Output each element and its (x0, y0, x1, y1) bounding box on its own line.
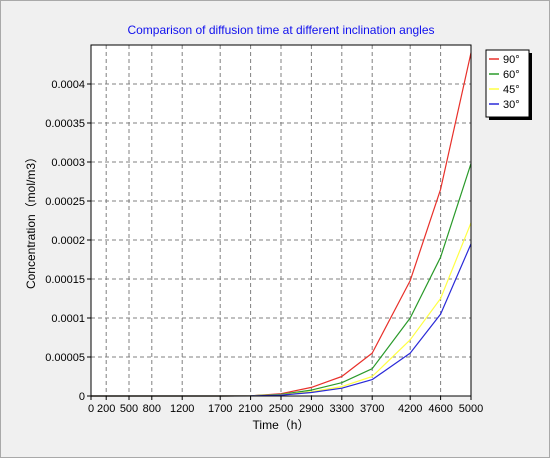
legend-label-2: 45° (503, 84, 520, 96)
x-tick-label-7: 2500 (269, 403, 293, 415)
y-tick-label-3: 0.00015 (45, 274, 85, 286)
x-axis-ticks: 0 200 500 800 1200 1700 2100 2500 2900 3300 3700 42… (88, 396, 483, 415)
legend-box (485, 49, 530, 118)
x-tick-label-6: 2100 (238, 403, 262, 415)
chart-title: Comparison of diffusion time at differen… (127, 23, 434, 37)
legend-items: 90° 60° 45° 30° (489, 54, 520, 111)
x-tick-label-9: 3300 (330, 403, 354, 415)
y-tick-label-8: 0.0004 (51, 79, 85, 91)
x-tick-label-0: 0 (88, 403, 94, 415)
y-tick-label-6: 0.0003 (51, 157, 85, 169)
x-tick-label-2: 500 (120, 403, 138, 415)
x-tick-label-5: 1700 (208, 403, 232, 415)
x-axis-title: Time（h） (253, 418, 310, 432)
x-tick-label-3: 800 (143, 403, 161, 415)
y-tick-label-0: 0 (79, 391, 85, 403)
legend-label-3: 30° (503, 99, 520, 111)
x-tick-label-8: 2900 (299, 403, 323, 415)
x-tick-label-10: 3700 (360, 403, 384, 415)
x-tick-label-4: 1200 (170, 403, 194, 415)
legend: 90° 60° 45° 30° (485, 49, 532, 120)
y-axis-title: Concentration（mol/m3） (24, 151, 38, 289)
y-tick-label-2: 0.0001 (51, 313, 85, 325)
legend-label-1: 60° (503, 69, 520, 81)
x-tick-label-11: 4200 (398, 403, 422, 415)
x-tick-label-12: 4600 (428, 403, 452, 415)
y-tick-label-7: 0.00035 (45, 118, 85, 130)
legend-label-0: 90° (503, 54, 520, 66)
y-axis-ticks: 0 0.00005 0.0001 0.00015 0.0002 0.00025 0.0003… (45, 79, 91, 403)
y-tick-label-4: 0.0002 (51, 235, 85, 247)
x-tick-label-13: 5000 (459, 403, 483, 415)
y-tick-label-5: 0.00025 (45, 196, 85, 208)
grid-lines (91, 45, 471, 396)
y-tick-label-1: 0.00005 (45, 352, 85, 364)
x-tick-label-1: 200 (97, 403, 115, 415)
